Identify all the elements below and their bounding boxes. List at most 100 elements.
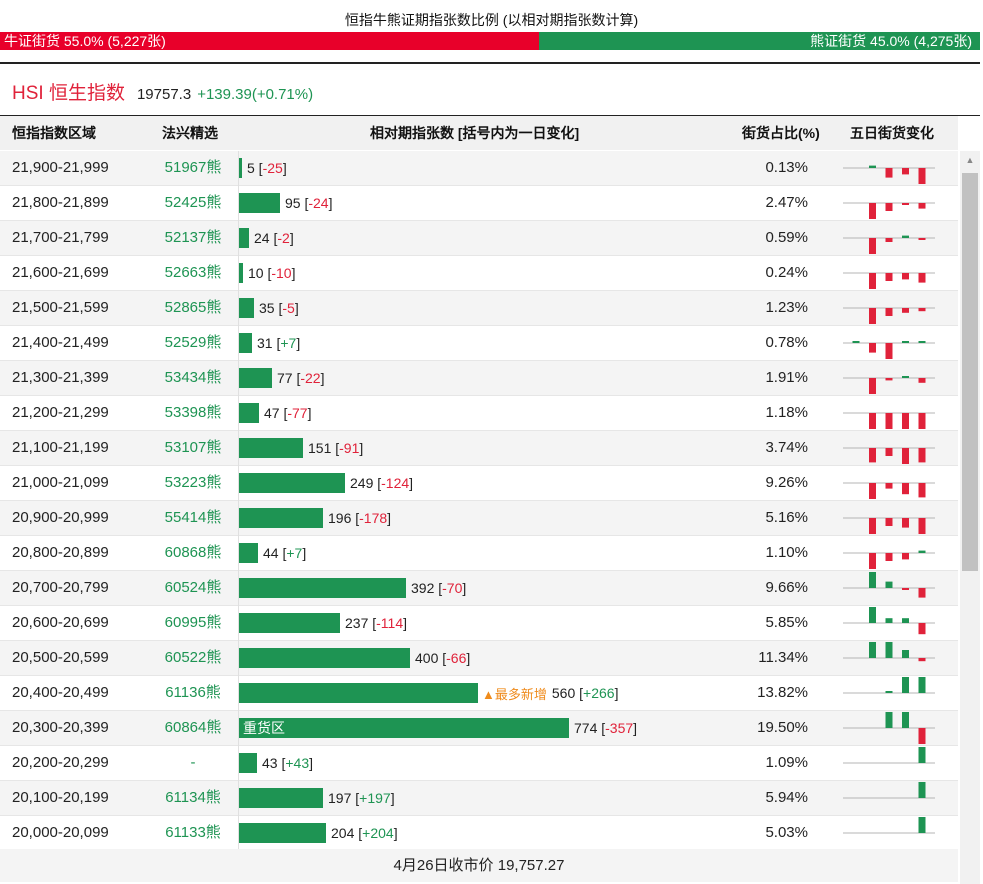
column-divider bbox=[238, 256, 239, 291]
quantity-number: 44 bbox=[263, 545, 279, 561]
quantity-number: 774 bbox=[574, 720, 598, 736]
outstanding-share: 1.23% bbox=[765, 299, 808, 316]
five-day-bar bbox=[885, 378, 893, 381]
index-range: 21,300-21,399 bbox=[12, 369, 109, 386]
five-day-sparkbars bbox=[843, 482, 935, 499]
warrant-code-link[interactable]: 60868熊 bbox=[164, 544, 222, 561]
quantity-value: 24 [-2] bbox=[254, 230, 294, 246]
index-range: 20,500-20,599 bbox=[12, 649, 109, 666]
index-price: 19757.3 bbox=[136, 86, 192, 103]
warrant-code-link[interactable]: 60522熊 bbox=[164, 649, 222, 666]
warrant-code-link[interactable]: 60995熊 bbox=[164, 614, 222, 631]
warrant-code-link[interactable]: 53434熊 bbox=[164, 369, 222, 386]
warrant-code-link[interactable]: 52663熊 bbox=[164, 264, 222, 281]
five-day-bar bbox=[902, 677, 909, 693]
outstanding-share: 1.18% bbox=[765, 404, 808, 421]
five-day-bar bbox=[869, 572, 876, 588]
warrant-code-link[interactable]: 55414熊 bbox=[164, 509, 222, 526]
scroll-thumb[interactable] bbox=[962, 173, 978, 571]
warrant-code-link[interactable]: 53398熊 bbox=[164, 404, 222, 421]
warrant-code-link[interactable]: 53107熊 bbox=[164, 439, 222, 456]
index-range: 20,600-20,699 bbox=[12, 614, 109, 631]
outstanding-share: 5.94% bbox=[765, 789, 808, 806]
column-divider bbox=[238, 186, 239, 221]
column-divider bbox=[238, 571, 239, 606]
five-day-bar bbox=[902, 618, 909, 623]
index-range: 21,000-21,099 bbox=[12, 474, 109, 491]
five-day-bar bbox=[918, 550, 926, 553]
header-pick: 法兴精选 bbox=[162, 125, 218, 141]
table-row: 21,800-21,899 52425熊 95 [-24] 2.47% bbox=[0, 186, 958, 221]
quantity-number: 77 bbox=[277, 370, 293, 386]
warrant-code-link[interactable]: 60864熊 bbox=[164, 719, 222, 736]
header-share: 街货占比(%) bbox=[742, 125, 820, 141]
outstanding-share: 1.91% bbox=[765, 369, 808, 386]
five-day-bar bbox=[869, 273, 876, 289]
five-day-bar bbox=[885, 483, 893, 489]
five-day-bar bbox=[885, 168, 893, 178]
outstanding-share: 13.82% bbox=[757, 684, 808, 701]
column-divider bbox=[238, 711, 239, 746]
warrant-code-link[interactable]: 52529熊 bbox=[164, 334, 222, 351]
quantity-value: 5 [-25] bbox=[247, 160, 287, 176]
quantity-value: 197 [+197] bbox=[328, 790, 395, 806]
index-range: 20,100-20,199 bbox=[12, 789, 109, 806]
column-divider bbox=[238, 221, 239, 256]
closing-price-footer: 4月26日收市价 19,757.27 bbox=[0, 849, 958, 882]
vertical-scrollbar[interactable]: ▲ bbox=[960, 151, 980, 884]
daily-change: +266 bbox=[583, 685, 615, 701]
five-day-sparkbars bbox=[843, 607, 935, 635]
scroll-up-icon[interactable]: ▲ bbox=[965, 155, 975, 165]
outstanding-share: 19.50% bbox=[757, 719, 808, 736]
table-row: 20,900-20,999 55414熊 196 [-178] 5.16% bbox=[0, 501, 958, 536]
warrant-code-link[interactable]: 52425熊 bbox=[164, 194, 222, 211]
five-day-bar bbox=[885, 308, 893, 316]
five-day-sparkbars bbox=[843, 341, 935, 359]
column-divider bbox=[238, 151, 239, 186]
five-day-bar bbox=[869, 607, 876, 623]
quantity-value: 249 [-124] bbox=[350, 475, 414, 491]
quantity-number: 204 bbox=[331, 825, 355, 841]
five-day-sparkbars bbox=[843, 572, 935, 598]
outstanding-share: 9.26% bbox=[765, 474, 808, 491]
quantity-value: 237 [-114] bbox=[345, 615, 408, 631]
five-day-bar bbox=[869, 642, 876, 658]
quantity-value: 774 [-357] bbox=[574, 720, 638, 736]
warrant-code-link[interactable]: 53223熊 bbox=[164, 474, 222, 491]
warrant-code-link[interactable]: 52137熊 bbox=[164, 229, 222, 246]
quantity-bar-cell: 392 [-70] bbox=[239, 578, 466, 598]
five-day-bar bbox=[869, 413, 876, 429]
five-day-sparkbars bbox=[843, 817, 935, 834]
five-day-sparkbars bbox=[843, 747, 935, 764]
five-day-sparkbars bbox=[843, 447, 935, 464]
five-day-bar bbox=[885, 273, 893, 281]
five-day-sparkbars bbox=[843, 712, 935, 744]
five-day-bar bbox=[918, 413, 926, 429]
warrant-code-link[interactable]: 51967熊 bbox=[164, 159, 222, 176]
five-day-bar bbox=[918, 203, 926, 209]
quantity-number: 43 bbox=[262, 755, 278, 771]
five-day-bar bbox=[885, 238, 893, 242]
outstanding-share: 5.03% bbox=[765, 824, 808, 841]
outstanding-share: 2.47% bbox=[765, 194, 808, 211]
warrant-code-link[interactable]: 61134熊 bbox=[165, 789, 221, 806]
five-day-sparkbars bbox=[843, 517, 935, 534]
warrant-code-link[interactable]: 52865熊 bbox=[164, 299, 222, 316]
five-day-bar bbox=[869, 343, 876, 353]
table-row: 21,600-21,699 52663熊 10 [-10] 0.24% bbox=[0, 256, 958, 291]
daily-change: -124 bbox=[381, 475, 410, 491]
quantity-bar bbox=[239, 613, 340, 633]
quantity-number: 400 bbox=[415, 650, 439, 666]
warrant-code-link[interactable]: 61133熊 bbox=[165, 824, 221, 841]
table-row: 20,200-20,299 - 43 [+43] 1.09% bbox=[0, 746, 958, 781]
warrant-code-link[interactable]: 60524熊 bbox=[164, 579, 222, 596]
header-relative: 相对期指张数 [括号内为一日变化] bbox=[370, 125, 580, 141]
warrant-code-link[interactable]: 61136熊 bbox=[165, 684, 221, 701]
quantity-number: 249 bbox=[350, 475, 374, 491]
quantity-value: 151 [-91] bbox=[308, 440, 364, 456]
five-day-bar bbox=[902, 235, 909, 238]
five-day-bar bbox=[918, 341, 926, 343]
column-divider bbox=[238, 291, 239, 326]
daily-change: +197 bbox=[359, 790, 391, 806]
five-day-bar bbox=[918, 677, 926, 693]
